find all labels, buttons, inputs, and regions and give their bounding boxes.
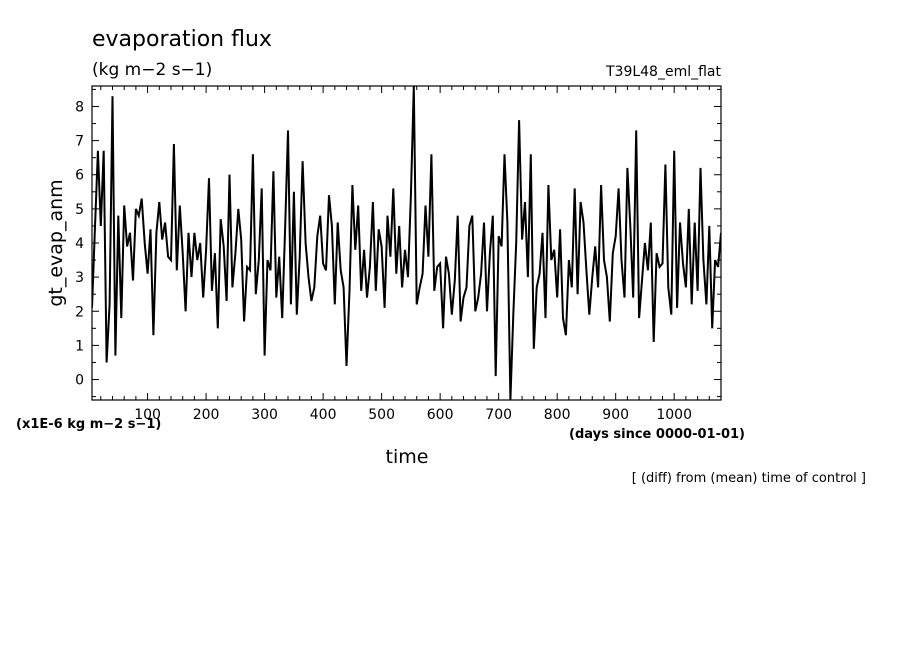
chart-units: (kg m−2 s−1): [92, 60, 212, 80]
x-tick-label: 500: [368, 407, 395, 423]
x-tick-label: 700: [485, 407, 512, 423]
x-tick-label: 800: [544, 407, 571, 423]
y-tick-label: 6: [75, 168, 84, 184]
y-tick-label: 3: [75, 270, 84, 286]
x-tick-label: 100: [134, 407, 161, 423]
y-tick-label: 8: [75, 99, 84, 115]
y-tick-label: 2: [75, 304, 84, 320]
y-scale-note: (x1E-6 kg m−2 s−1): [16, 417, 161, 432]
x-tick-label: 600: [427, 407, 454, 423]
x-tick-label: 900: [602, 407, 629, 423]
chart-title: evaporation flux: [92, 27, 272, 52]
x-tick-label: 300: [251, 407, 278, 423]
x-tick-label: 400: [310, 407, 337, 423]
y-tick-label: 1: [75, 338, 84, 354]
x-units-label: (days since 0000-01-01): [569, 427, 745, 442]
y-tick-label: 5: [75, 202, 84, 218]
y-tick-label: 7: [75, 134, 84, 150]
y-tick-label: 0: [75, 373, 84, 389]
x-tick-label: 200: [193, 407, 220, 423]
y-axis-ticks: 0 1 2 3 4 5 6 7 8: [75, 88, 721, 398]
y-tick-label: 4: [75, 236, 84, 252]
x-axis-title: time: [386, 446, 429, 468]
x-axis-ticks: 100 200 300 400 500 600 700 800 900 1000: [100, 86, 710, 423]
footnote: [ (diff) from (mean) time of control ]: [632, 471, 866, 486]
series-line-gt-evap-anm: [92, 86, 721, 400]
experiment-label: T39L48_eml_flat: [605, 64, 722, 80]
y-axis-title: gt_evap_anm: [45, 179, 67, 306]
x-tick-label: 1000: [656, 407, 692, 423]
plot-area: [92, 86, 721, 400]
